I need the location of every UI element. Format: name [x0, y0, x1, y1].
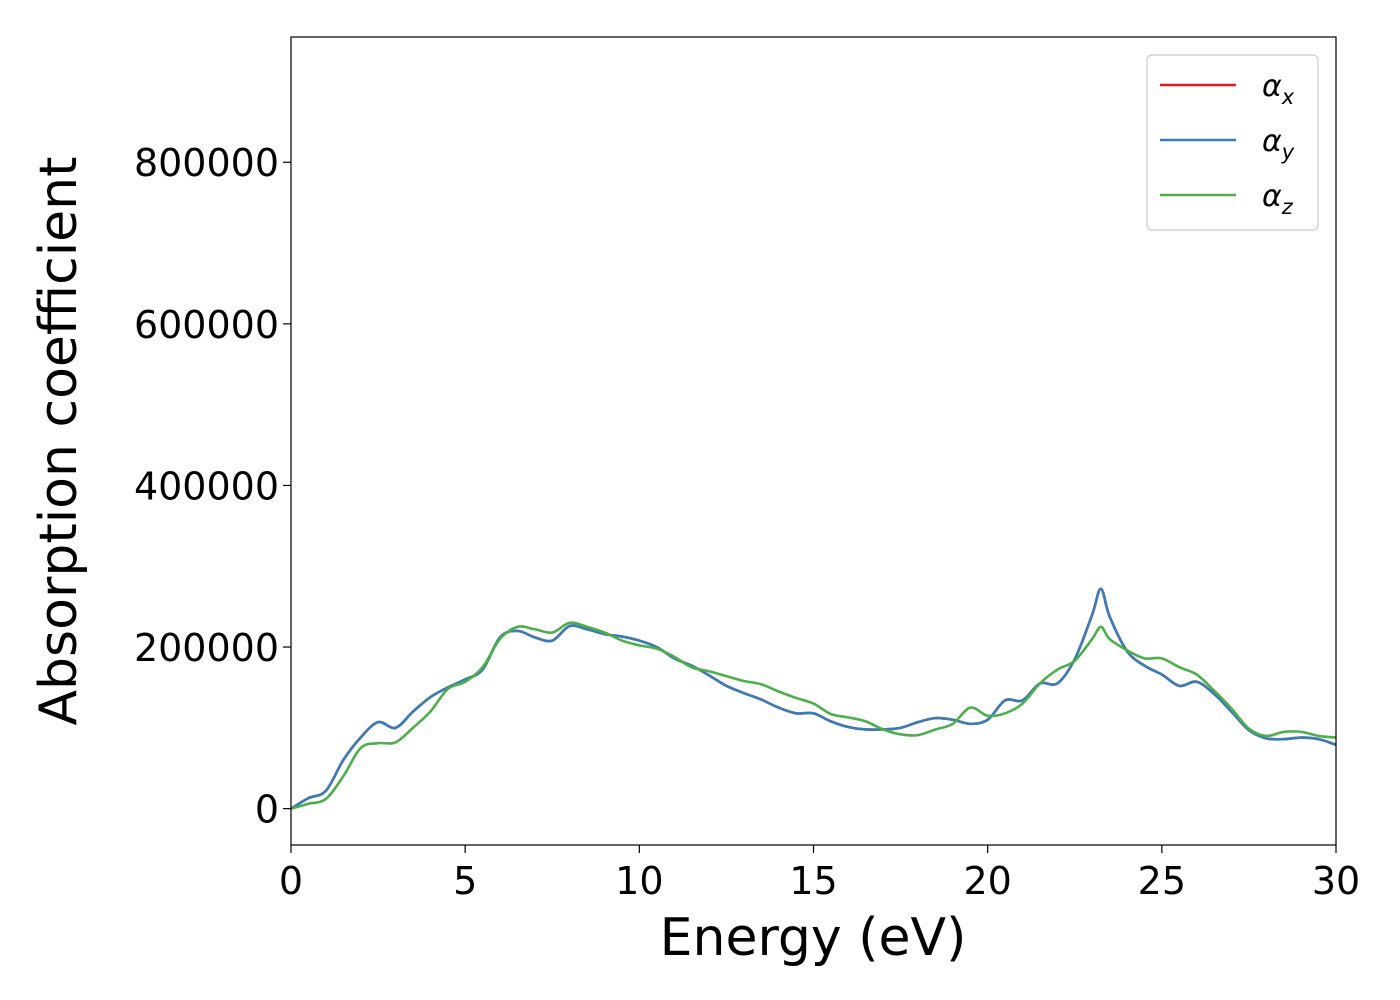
x-tick-label: 20 [963, 859, 1011, 903]
x-tick-label: 5 [453, 859, 477, 903]
x-axis-title: Energy (eV) [660, 908, 967, 968]
y-tick-label: 400000 [134, 464, 279, 508]
y-axis-title: Absorption coefficient [29, 156, 89, 725]
y-tick-label: 200000 [134, 626, 279, 670]
legend: αx αy αz [1146, 54, 1319, 231]
x-axis: 0 5 10 15 20 25 30 [279, 845, 1360, 903]
x-tick-label: 0 [279, 859, 303, 903]
legend-label: αx [1262, 69, 1295, 109]
y-axis: 0 200000 400000 600000 800000 [134, 141, 291, 832]
y-tick-label: 600000 [134, 303, 279, 347]
series-line-2 [291, 587, 1336, 810]
x-tick-label: 10 [615, 859, 663, 903]
x-tick-label: 30 [1312, 859, 1360, 903]
x-tick-label: 25 [1138, 859, 1186, 903]
legend-label: αz [1262, 179, 1294, 219]
legend-label: αy [1262, 124, 1295, 164]
y-tick-label: 0 [255, 788, 279, 832]
x-tick-label: 15 [789, 859, 837, 903]
series-layer [291, 587, 1336, 810]
legend-box [1146, 54, 1319, 231]
series-line-3 [291, 621, 1336, 810]
y-tick-label: 800000 [134, 141, 279, 185]
